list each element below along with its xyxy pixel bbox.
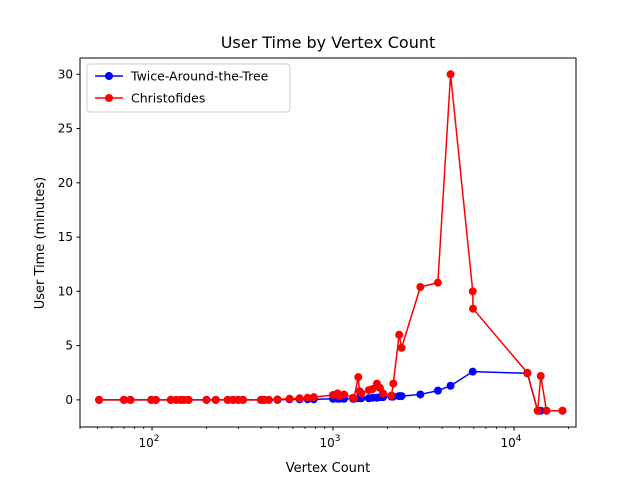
data-point <box>468 367 477 376</box>
data-point <box>295 394 304 403</box>
legend: Twice-Around-the-Tree Christofides <box>86 63 291 113</box>
chart-title: User Time by Vertex Count <box>221 33 436 52</box>
plot-area <box>79 57 577 428</box>
data-point <box>446 381 455 390</box>
data-point <box>433 278 442 287</box>
data-point <box>389 379 398 388</box>
y-tick-label: 15 <box>58 230 73 244</box>
x-axis-label: Vertex Count <box>286 461 371 476</box>
data-point <box>303 393 312 402</box>
data-point <box>446 70 455 79</box>
data-point <box>433 386 442 395</box>
plot-frame <box>79 57 577 428</box>
data-point <box>238 395 247 404</box>
y-tick-label: 10 <box>58 284 73 298</box>
data-point <box>397 343 406 352</box>
legend-label: Twice-Around-the-Tree <box>130 69 269 84</box>
data-point <box>387 391 396 400</box>
data-point <box>469 304 477 313</box>
data-point <box>95 395 104 404</box>
series-layer <box>95 70 567 415</box>
data-point <box>309 393 318 402</box>
data-point <box>542 406 551 415</box>
data-point <box>397 392 406 401</box>
data-point <box>184 395 193 404</box>
data-point <box>395 330 404 339</box>
data-point <box>416 283 425 291</box>
data-point <box>273 395 282 404</box>
data-point <box>416 390 425 399</box>
y-tick-label: 5 <box>65 339 73 353</box>
data-point <box>468 287 477 296</box>
data-point <box>379 389 388 398</box>
data-point <box>202 395 211 404</box>
data-point <box>126 395 135 404</box>
legend-marker <box>105 72 113 80</box>
data-point <box>357 389 366 398</box>
data-point <box>354 373 363 382</box>
legend-marker <box>105 94 113 102</box>
data-point <box>151 395 160 404</box>
data-point <box>340 390 349 399</box>
data-point <box>533 406 542 415</box>
data-point <box>349 394 358 403</box>
series-2 <box>95 70 567 415</box>
y-tick-label: 0 <box>65 393 73 407</box>
data-point <box>119 395 128 404</box>
data-point <box>211 395 220 404</box>
data-point <box>536 371 545 380</box>
data-point <box>558 406 567 415</box>
y-axis: 0 5 10 15 20 25 30 <box>58 67 80 407</box>
y-axis-label: User Time (minutes) <box>33 177 48 309</box>
legend-label: Christofides <box>131 91 205 106</box>
legend-box <box>86 63 291 113</box>
data-point <box>285 394 294 403</box>
data-point <box>264 395 273 404</box>
y-tick-label: 30 <box>58 67 73 81</box>
data-point <box>368 385 377 394</box>
y-tick-label: 20 <box>58 176 73 190</box>
data-point <box>523 368 532 377</box>
y-tick-label: 25 <box>58 122 73 136</box>
